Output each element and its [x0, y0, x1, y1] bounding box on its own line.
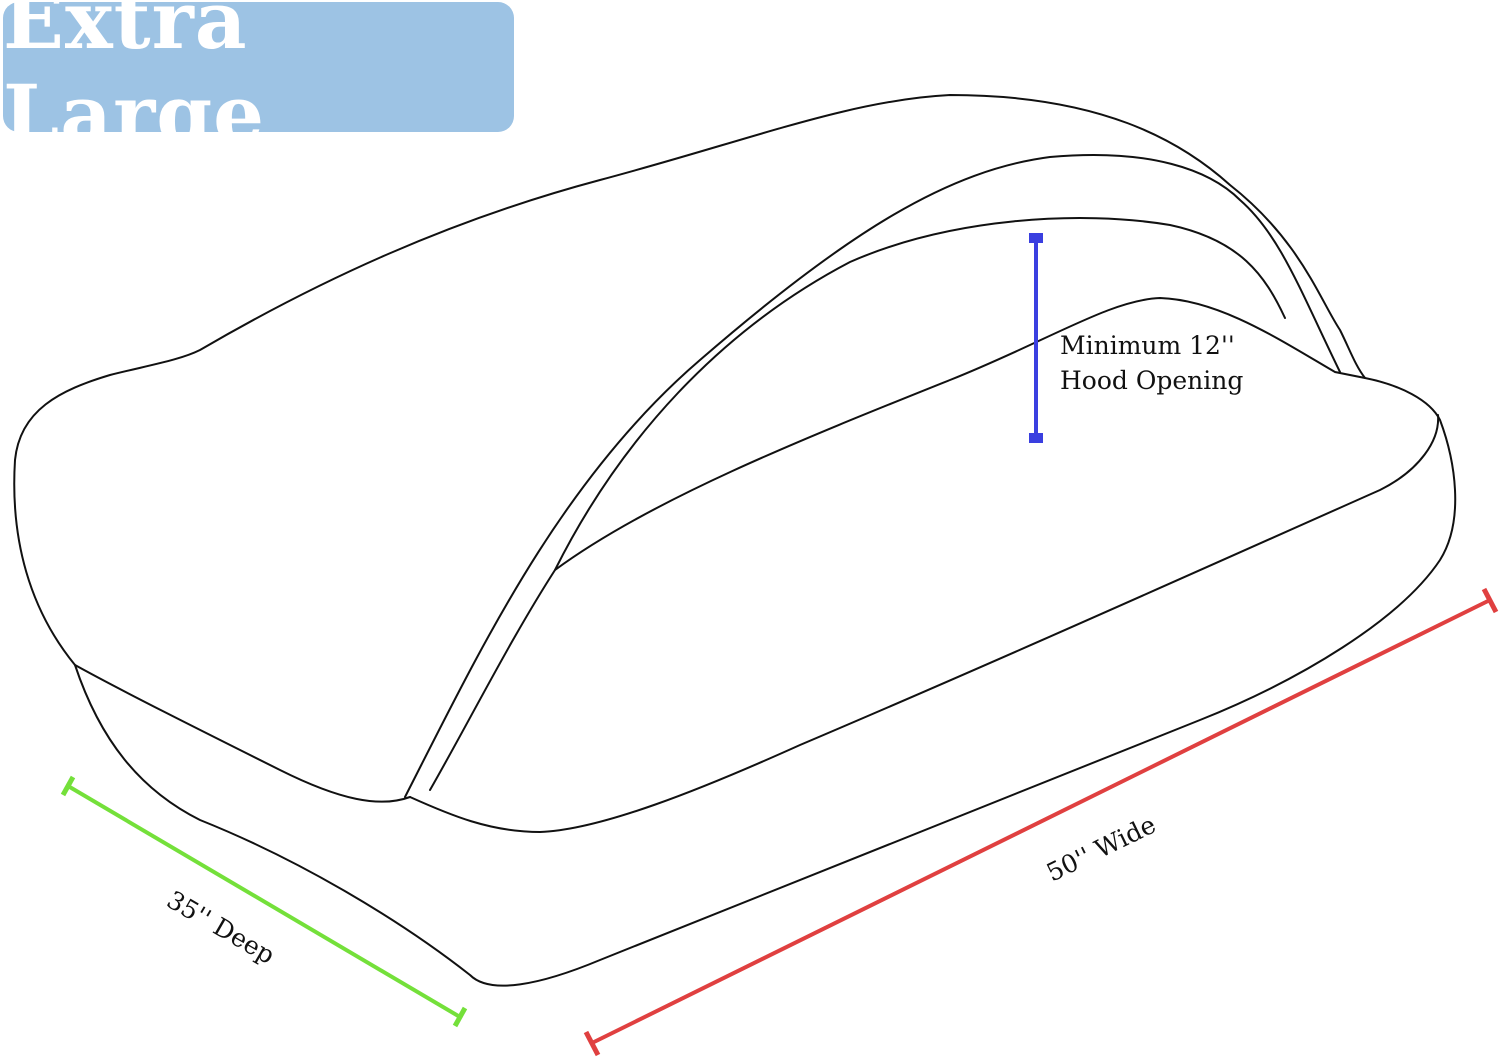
- hood-label-line2: Hood Opening: [1060, 366, 1243, 395]
- depth-measure-line: [66, 784, 462, 1019]
- depth-cap-right: [452, 1006, 468, 1028]
- width-cap-right: [1481, 587, 1499, 614]
- depth-cap-left: [60, 775, 76, 797]
- hood-outer-arch: [404, 153, 1341, 798]
- cushion-left-edge: [74, 664, 411, 803]
- hood-inner-arch: [429, 217, 1286, 791]
- hood-dimension: Minimum 12'' Hood Opening: [1029, 233, 1243, 443]
- hood-label-line1: Minimum 12'': [1060, 331, 1235, 360]
- depth-label: 35'' Deep: [162, 885, 280, 970]
- cushion-front-edge: [409, 414, 1440, 834]
- size-badge: Extra Large: [3, 0, 514, 161]
- bed-outline: [13, 93, 1457, 987]
- size-title: Extra Large: [3, 0, 266, 161]
- hood-back-edge: [554, 296, 1366, 571]
- hood-measure-cap-top: [1029, 233, 1043, 243]
- width-cap-left: [583, 1030, 601, 1057]
- width-label: 50'' Wide: [1042, 810, 1160, 888]
- hood-measure-cap-bottom: [1029, 433, 1043, 443]
- width-dimension: 50'' Wide: [583, 587, 1499, 1057]
- depth-dimension: 35'' Deep: [60, 775, 468, 1028]
- width-measure-line: [591, 598, 1491, 1045]
